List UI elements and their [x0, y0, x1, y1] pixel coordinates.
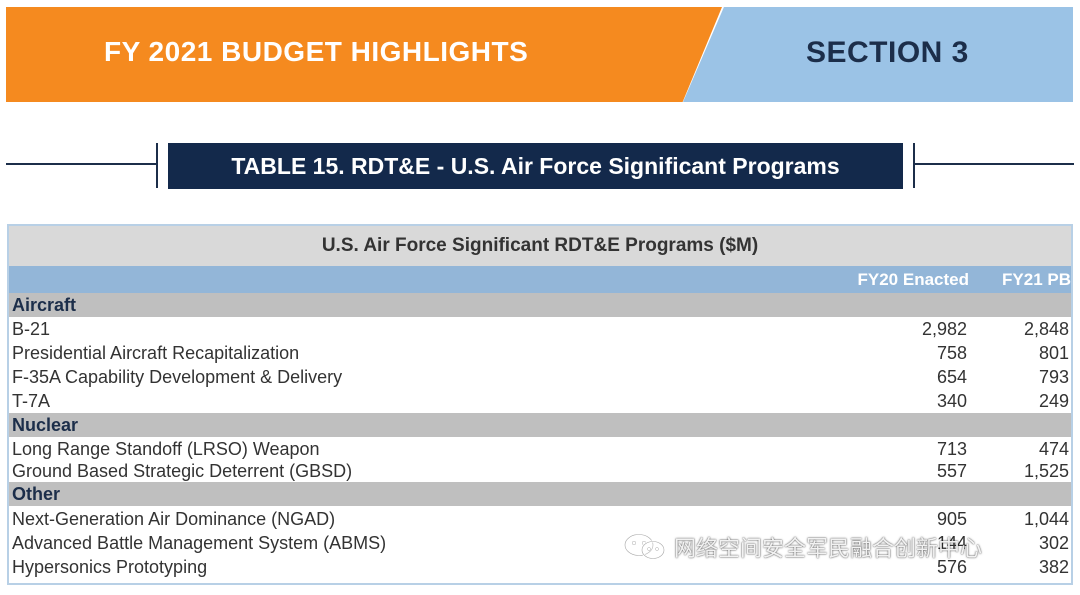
caption-tick-right	[913, 143, 915, 188]
row-label: Advanced Battle Management System (ABMS)	[12, 533, 387, 553]
wechat-icon	[624, 533, 665, 560]
table-caption: TABLE 15. RDT&E - U.S. Air Force Signifi…	[168, 143, 903, 189]
table-title: U.S. Air Force Significant RDT&E Program…	[9, 226, 1071, 266]
row-fy21: 302	[1038, 533, 1069, 553]
row-fy20: 576	[936, 557, 967, 577]
table-row: Long Range Standoff (LRSO) Weapon 713 47…	[9, 437, 1071, 461]
group-label: Other	[12, 484, 61, 504]
group-header-aircraft: Aircraft	[9, 293, 1071, 317]
row-fy20: 557	[936, 461, 967, 481]
group-label: Nuclear	[12, 415, 79, 435]
table-row: Next-Generation Air Dominance (NGAD) 905…	[9, 507, 1071, 531]
column-header-row: FY20 Enacted FY21 PB	[9, 266, 1071, 293]
row-fy20: 144	[936, 533, 967, 553]
row-label: F-35A Capability Development & Delivery	[12, 367, 343, 387]
row-fy20: 2,982	[921, 319, 967, 339]
banner-orange-band	[6, 7, 722, 102]
group-label: Aircraft	[12, 295, 77, 315]
row-fy21: 249	[1038, 391, 1069, 411]
row-fy20: 713	[936, 439, 967, 459]
table-row: B-21 2,982 2,848	[9, 317, 1071, 341]
row-fy21: 801	[1038, 343, 1069, 363]
caption-tick-left	[156, 143, 158, 188]
row-label: Long Range Standoff (LRSO) Weapon	[12, 439, 320, 459]
watermark-text: 网络空间安全军民融合创新中心	[674, 536, 983, 561]
row-label: B-21	[12, 319, 51, 339]
group-header-other: Other	[9, 482, 1071, 506]
table-row: F-35A Capability Development & Delivery …	[9, 365, 1071, 389]
table-row: Advanced Battle Management System (ABMS)…	[9, 531, 1071, 555]
caption-rule-right	[914, 163, 1074, 165]
row-fy21: 2,848	[1023, 319, 1069, 339]
watermark: 网络空间安全军民融合创新中心	[622, 531, 982, 563]
table-row: Hypersonics Prototyping 576 382	[9, 555, 1071, 579]
table-row: Ground Based Strategic Deterrent (GBSD) …	[9, 459, 1071, 483]
row-fy21: 1,525	[1023, 461, 1069, 481]
group-header-nuclear: Nuclear	[9, 413, 1071, 437]
row-fy21: 1,044	[1023, 509, 1069, 529]
banner-title: FY 2021 BUDGET HIGHLIGHTS	[104, 36, 529, 67]
row-fy21: 474	[1038, 439, 1069, 459]
banner-blue-band	[683, 7, 1073, 102]
row-fy21: 382	[1038, 557, 1069, 577]
row-label: Presidential Aircraft Recapitalization	[12, 343, 300, 363]
row-fy20: 654	[936, 367, 967, 387]
column-header-fy20: FY20 Enacted	[857, 270, 970, 289]
row-label: Next-Generation Air Dominance (NGAD)	[12, 509, 336, 529]
row-fy20: 905	[936, 509, 967, 529]
row-fy21: 793	[1038, 367, 1069, 387]
section-label: SECTION 3	[806, 36, 969, 69]
row-fy20: 758	[936, 343, 967, 363]
programs-table: U.S. Air Force Significant RDT&E Program…	[7, 224, 1073, 585]
row-label: T-7A	[12, 391, 51, 411]
column-header-fy21: FY21 PB	[1002, 270, 1071, 289]
row-label: Hypersonics Prototyping	[12, 557, 208, 577]
row-label: Ground Based Strategic Deterrent (GBSD)	[12, 461, 353, 481]
row-fy20: 340	[936, 391, 967, 411]
table-row: Presidential Aircraft Recapitalization 7…	[9, 341, 1071, 365]
table-row: T-7A 340 249	[9, 389, 1071, 413]
caption-rule-left	[6, 163, 158, 165]
